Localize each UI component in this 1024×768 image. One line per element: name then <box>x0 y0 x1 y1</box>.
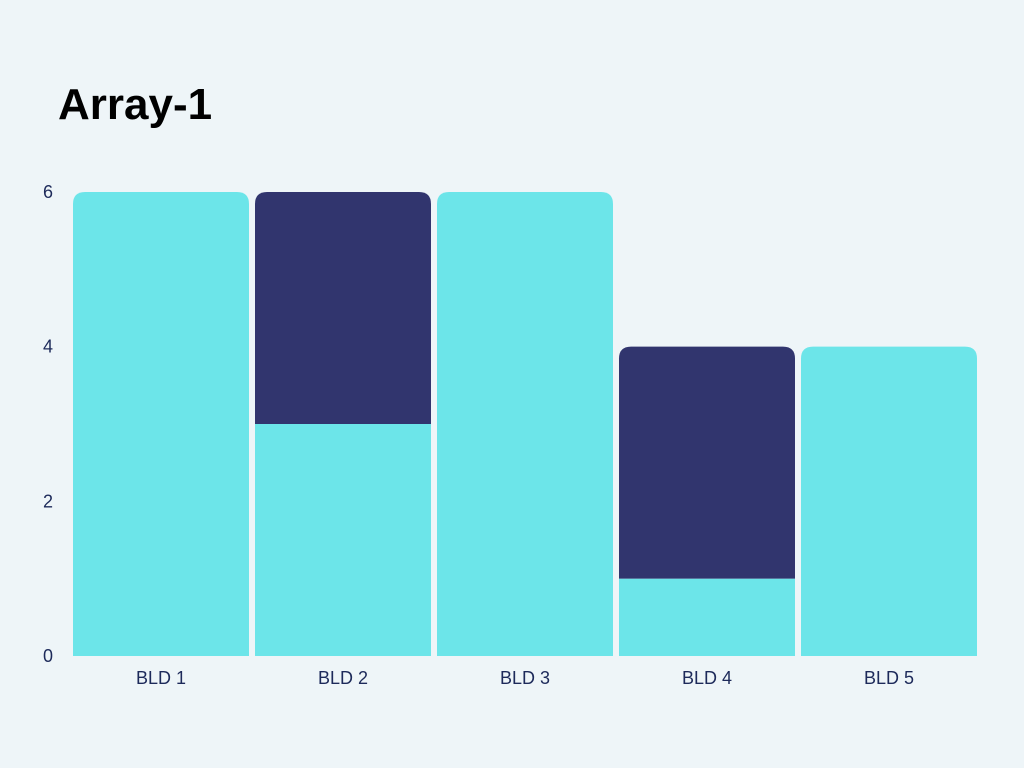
chart-title: Array-1 <box>58 80 213 129</box>
bar-bld-3-segment-1 <box>437 192 613 656</box>
x-tick-label: BLD 3 <box>500 668 550 688</box>
bar-bld-5-segment-1 <box>801 346 977 656</box>
y-tick-label: 2 <box>43 491 53 511</box>
y-axis-ticks: 0 2 4 6 <box>43 182 53 666</box>
x-tick-label: BLD 1 <box>136 668 186 688</box>
x-axis-ticks: BLD 1 BLD 2 BLD 3 BLD 4 BLD 5 <box>136 668 914 688</box>
bar-bld-2-segment-1 <box>255 424 431 656</box>
y-tick-label: 4 <box>43 337 53 357</box>
bar-bld-4-segment-2 <box>619 346 795 579</box>
x-tick-label: BLD 5 <box>864 668 914 688</box>
x-tick-label: BLD 2 <box>318 668 368 688</box>
bar-bld-1-segment-1 <box>73 192 249 656</box>
y-tick-label: 0 <box>43 646 53 666</box>
bar-bld-2-segment-2 <box>255 192 431 424</box>
bars-layer <box>73 192 977 656</box>
bar-bld-4-segment-1 <box>619 578 795 656</box>
x-tick-label: BLD 4 <box>682 668 732 688</box>
y-tick-label: 6 <box>43 182 53 202</box>
